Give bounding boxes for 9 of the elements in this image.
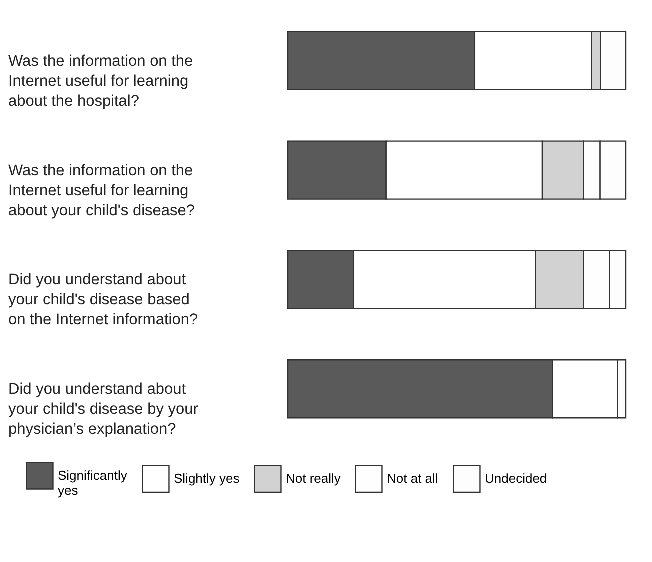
legend-label: Slightly yes xyxy=(174,471,240,486)
y-tick-label: Was the information on the Internet useful for learning about the hospital? xyxy=(8,52,194,110)
legend-label: Significantly yes xyxy=(58,468,128,498)
y-tick-label: Was the information on the Internet useful for learning about your child's disease? xyxy=(8,162,196,220)
y-tick-label: Did you understand about your child's disease by your physician’s explanation? xyxy=(8,381,198,438)
legend-label: Undecided xyxy=(485,471,548,486)
legend-label: Not at all xyxy=(387,471,438,486)
legend-label: Not really xyxy=(286,471,342,486)
y-tick-label: Did you understand about your child's disease based on the Internet information? xyxy=(8,272,198,329)
